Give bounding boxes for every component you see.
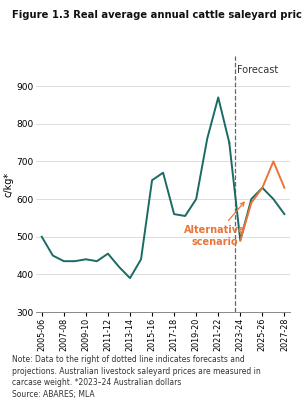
Y-axis label: c/kg*: c/kg* xyxy=(3,172,13,196)
Text: Figure 1.3 Real average annual cattle saleyard price: Figure 1.3 Real average annual cattle sa… xyxy=(12,10,302,20)
Text: Note: Data to the right of dotted line indicates forecasts and
projections. Aust: Note: Data to the right of dotted line i… xyxy=(12,355,261,399)
Text: Alternative
scenario: Alternative scenario xyxy=(184,202,246,247)
Text: Forecast: Forecast xyxy=(237,66,278,76)
